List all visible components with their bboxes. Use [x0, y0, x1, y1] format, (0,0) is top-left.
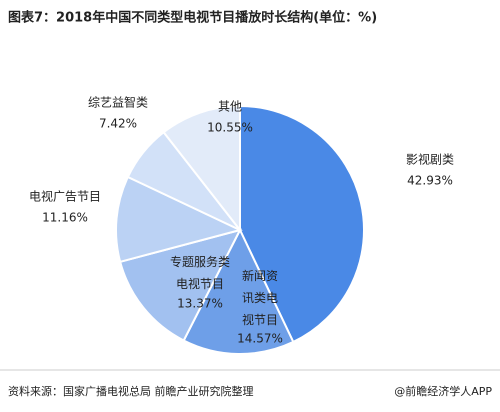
slice-label: 其他: [218, 100, 242, 114]
value-label: 13.37%: [177, 297, 223, 311]
logo: @前瞻经济学人APP: [394, 384, 492, 398]
source: 资料来源：国家广播电视总局 前瞻产业研究院整理: [8, 384, 254, 398]
value-label: 10.55%: [207, 121, 253, 135]
pie-slice: [118, 228, 242, 342]
slice-label: 综艺益智类: [88, 95, 148, 110]
slice-label: 电视广告节目: [29, 189, 101, 204]
value-label: 42.93%: [407, 174, 453, 188]
pie-slice: [162, 104, 241, 233]
slice-label: 新闻资讯类电视节目: [242, 268, 278, 327]
value-label: 11.16%: [42, 211, 88, 225]
pie-slice: [239, 104, 365, 344]
slice-label: 影视剧类: [406, 152, 454, 167]
value-label: 7.42%: [99, 117, 137, 131]
pie-slice: [182, 227, 295, 355]
chart-title: 图表7：2018年中国不同类型电视节目播放时长结构(单位：%): [8, 10, 377, 26]
value-label: 14.57%: [237, 332, 283, 346]
pie-slice: [115, 175, 243, 264]
slice-label: 专题服务类电视节目: [170, 254, 230, 291]
